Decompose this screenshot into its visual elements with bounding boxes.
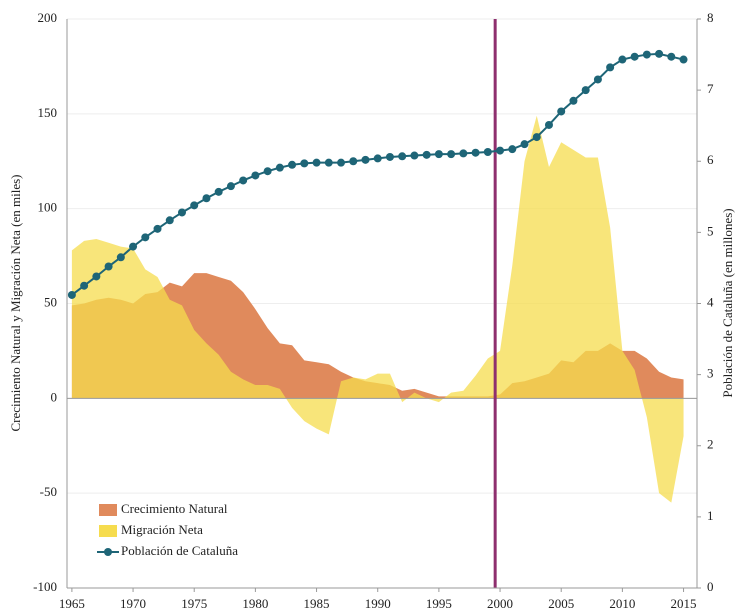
x-tick-label: 1980 [242, 596, 268, 611]
point [92, 272, 101, 281]
y2-tick-label: 6 [707, 152, 714, 167]
point [581, 86, 590, 95]
point [129, 242, 138, 251]
point [520, 140, 529, 149]
x-tick-label: 1990 [365, 596, 391, 611]
x-tick-label: 1965 [59, 596, 85, 611]
y-tick-label: -50 [40, 484, 57, 499]
x-tick-label: 2015 [671, 596, 697, 611]
point [447, 150, 456, 159]
point [116, 253, 125, 262]
y2-axis-title: Población de Cataluña (en millones) [720, 208, 735, 397]
point [618, 55, 627, 64]
point [239, 176, 248, 185]
point [141, 233, 150, 242]
point [214, 187, 223, 196]
point [324, 158, 333, 167]
x-tick-label: 1985 [304, 596, 330, 611]
point [459, 149, 468, 158]
point [410, 151, 419, 160]
y2-tick-label: 8 [707, 10, 714, 25]
point [361, 155, 370, 164]
legend-swatch [99, 525, 117, 537]
x-tick-label: 2005 [548, 596, 574, 611]
y2-tick-label: 4 [707, 294, 714, 309]
point [312, 158, 321, 167]
x-tick-label: 1975 [181, 596, 207, 611]
y2-tick-label: 7 [707, 81, 714, 96]
y-axis-title: Crecimiento Natural y Migración Neta (en… [8, 174, 23, 431]
area [71, 115, 684, 503]
point [569, 96, 578, 105]
x-tick-label: 2000 [487, 596, 513, 611]
point [300, 159, 309, 168]
point [67, 290, 76, 299]
point [373, 154, 382, 163]
legend-label: Crecimiento Natural [121, 501, 228, 516]
y-tick-label: 50 [44, 294, 57, 309]
point [251, 171, 260, 180]
point [483, 148, 492, 157]
y2-tick-label: 3 [707, 366, 714, 381]
point [679, 55, 688, 64]
legend-label: Población de Cataluña [121, 543, 238, 558]
point [508, 145, 517, 154]
point [667, 52, 676, 61]
point [398, 152, 407, 161]
point [153, 224, 162, 233]
point [434, 150, 443, 159]
point [544, 120, 553, 129]
point [606, 63, 615, 72]
x-tick-label: 1995 [426, 596, 452, 611]
point [263, 167, 272, 176]
y-tick-label: 150 [38, 105, 58, 120]
y-tick-label: -100 [33, 579, 57, 594]
point [275, 163, 284, 172]
legend-swatch [99, 504, 117, 516]
point [226, 182, 235, 191]
point [655, 49, 664, 58]
point [177, 208, 186, 217]
point [349, 157, 358, 166]
legend-swatch [104, 548, 112, 556]
x-tick-label: 1970 [120, 596, 146, 611]
point [385, 152, 394, 161]
point [165, 216, 174, 225]
y-tick-label: 200 [38, 10, 58, 25]
y-tick-label: 100 [38, 200, 58, 215]
point [190, 201, 199, 210]
point [471, 148, 480, 157]
point [593, 75, 602, 84]
y2-tick-label: 0 [707, 579, 714, 594]
point [557, 107, 566, 116]
y2-tick-label: 1 [707, 508, 714, 523]
x-tick-label: 2010 [609, 596, 635, 611]
point [80, 281, 89, 290]
point [496, 146, 505, 155]
point [630, 52, 639, 61]
y-tick-label: 0 [51, 389, 58, 404]
point [202, 194, 211, 203]
point [104, 262, 113, 271]
point [337, 158, 346, 167]
y2-tick-label: 5 [707, 223, 714, 238]
point [642, 50, 651, 59]
legend-label: Migración Neta [121, 522, 203, 537]
point [532, 133, 541, 142]
y2-tick-label: 2 [707, 437, 714, 452]
point [422, 150, 431, 159]
point [288, 160, 297, 169]
